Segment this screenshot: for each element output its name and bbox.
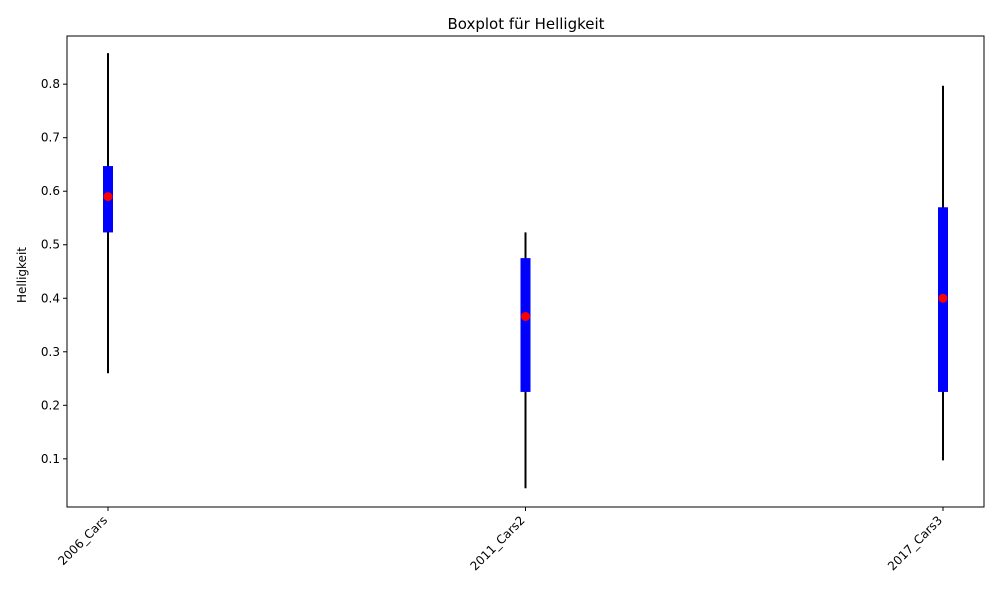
y-tick-label: 0.6 bbox=[41, 184, 60, 198]
box bbox=[520, 258, 531, 392]
y-tick-label: 0.1 bbox=[41, 452, 60, 466]
x-tick-label: 2017_Cars3 bbox=[885, 513, 945, 573]
y-tick-label: 0.2 bbox=[41, 398, 60, 412]
y-tick-label: 0.5 bbox=[41, 238, 60, 252]
y-tick-label: 0.3 bbox=[41, 345, 60, 359]
y-tick-label: 0.7 bbox=[41, 131, 60, 145]
y-tick-label: 0.8 bbox=[41, 77, 60, 91]
x-tick-label: 2011_Cars2 bbox=[467, 513, 527, 573]
y-tick-label: 0.4 bbox=[41, 291, 60, 305]
median-marker bbox=[938, 293, 948, 303]
x-tick-label: 2006_Cars bbox=[55, 513, 110, 568]
plot-area: 0.1 0.2 0.3 0.4 0.5 0.6 0.7 0.8 2006_Cars 2011_Ca… bbox=[41, 53, 948, 573]
y-axis-label: Helligkeit bbox=[15, 247, 29, 303]
median-marker bbox=[521, 311, 530, 321]
chart-title: Boxplot für Helligkeit bbox=[447, 15, 604, 33]
median-marker bbox=[103, 192, 113, 202]
plot-frame bbox=[66, 35, 985, 508]
